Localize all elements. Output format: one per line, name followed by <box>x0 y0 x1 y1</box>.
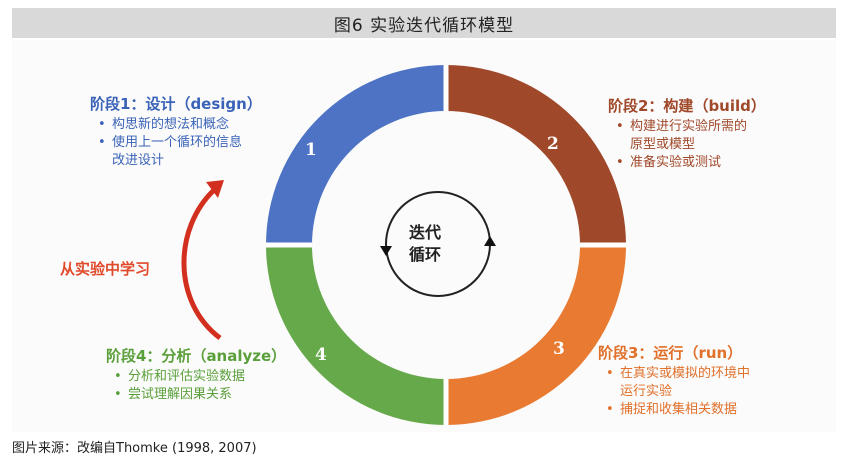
learning-arrow-icon <box>181 188 222 340</box>
segment-number-1: 1 <box>305 140 317 160</box>
phase-4-bullet: 分析和评估实验数据 <box>106 368 326 386</box>
title-bar: 图6 实验迭代循环模型 <box>12 8 836 38</box>
segment-number-4: 4 <box>315 345 327 365</box>
phase-4-title: 阶段4：分析（analyze） <box>106 347 287 365</box>
cycle-diagram <box>181 65 626 425</box>
phase-2-title: 阶段2：构建（build） <box>608 97 766 115</box>
phase-3-run: 阶段3：运行（run） 在真实或模拟的环境中 运行实验 捕捉和收集相关数据 <box>598 343 808 419</box>
image-source-caption: 图片来源：改编自Thomke (1998, 2007) <box>12 441 257 456</box>
learning-arrowhead-icon <box>206 180 224 198</box>
right-arrowhead-icon <box>484 236 496 246</box>
center-label-line1: 迭代 <box>408 223 441 242</box>
phase-4-bullet: 尝试理解因果关系 <box>106 386 326 404</box>
phase-3-bullet-cont: 运行实验 <box>620 384 673 399</box>
phase-1-bullet: 使用上一个循环的信息 <box>90 134 290 152</box>
phase-2-build: 阶段2：构建（build） 构建进行实验所需的 原型或模型 准备实验或测试 <box>608 96 818 172</box>
segment-number-2: 2 <box>547 134 559 154</box>
learn-from-experiment-label: 从实验中学习 <box>60 260 151 278</box>
diagram-canvas: 1 2 3 4 迭代 循环 <box>12 40 836 432</box>
figure-title: 图6 实验迭代循环模型 <box>333 15 515 36</box>
phase-2-bullet-cont: 原型或模型 <box>630 137 696 152</box>
center-label-line2: 循环 <box>408 245 441 264</box>
segment-2-build <box>446 65 626 245</box>
phase-1-design: 阶段1：设计（design） 构思新的想法和概念 使用上一个循环的信息 改进设计 <box>90 94 290 170</box>
segment-number-3: 3 <box>553 339 565 359</box>
phase-1-bullet: 构思新的想法和概念 <box>90 116 290 134</box>
segment-3-run <box>446 245 626 425</box>
phase-2-bullet: 构建进行实验所需的 <box>608 118 818 136</box>
phase-3-bullet: 在真实或模拟的环境中 <box>598 365 808 383</box>
phase-3-bullet: 捕捉和收集相关数据 <box>598 401 808 419</box>
phase-1-bullet-cont: 改进设计 <box>112 153 165 168</box>
phase-4-analyze: 阶段4：分析（analyze） 分析和评估实验数据 尝试理解因果关系 <box>106 346 326 404</box>
phase-3-title: 阶段3：运行（run） <box>598 344 743 362</box>
segment-1-design <box>266 65 446 245</box>
phase-1-title: 阶段1：设计（design） <box>90 95 262 113</box>
segment-4-analyze <box>266 245 446 425</box>
phase-2-bullet: 准备实验或测试 <box>608 154 818 172</box>
left-arrowhead-icon <box>380 246 392 256</box>
center-label: 迭代 循环 <box>400 222 450 266</box>
